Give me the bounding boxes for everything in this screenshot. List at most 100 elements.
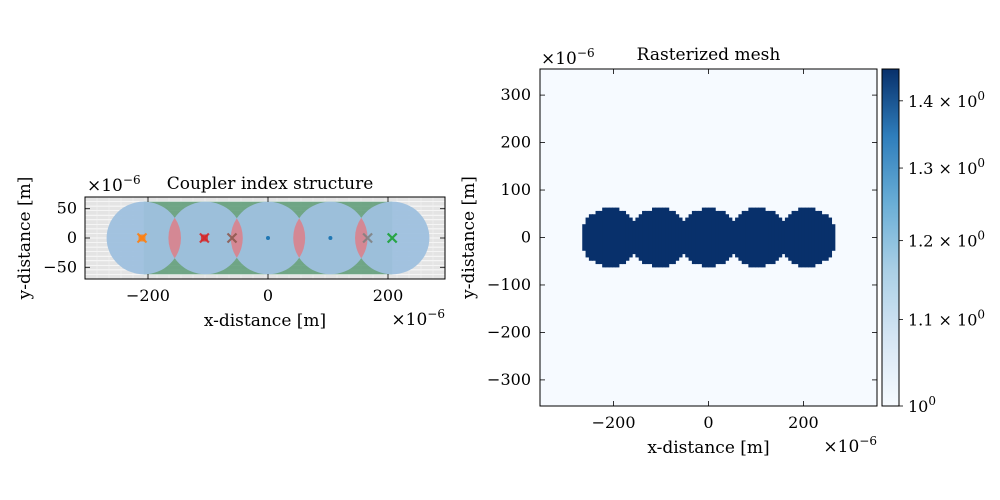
left-y-tick-label: 50 [57,199,77,218]
mesh-structure-column [665,207,670,268]
overlap-region [230,218,243,258]
mesh-structure-column [698,210,703,265]
mesh-structure-column [605,207,610,268]
right-y-tick-label: 200 [500,133,531,152]
right-y-tick-label: −100 [487,275,531,294]
right-y-multiplier-base: ×10 [541,49,577,69]
mesh-structure-column [715,210,720,265]
mesh-structure-column [738,214,743,261]
colorbar-tick-label-exponent: 0 [977,308,985,322]
mesh-structure-column [685,217,690,258]
left-y-tick-label: 0 [67,228,77,247]
mesh-structure-column [585,217,590,258]
left-y-multiplier-exponent: −6 [123,173,141,187]
mesh-structure-column [781,220,786,255]
colorbar-tick-label-exponent: 0 [977,229,985,243]
mesh-structure-column [632,220,637,255]
right-y-axis-label: y-distance [m] [459,176,479,300]
colorbar-tick-label-base: 1.4 × 10 [908,92,977,111]
mesh-structure-column [602,207,607,268]
mesh-structure-column [774,214,779,261]
mesh-structure-column [688,214,693,261]
colorbar-tick-label-exponent: 0 [977,89,985,103]
mesh-structure-column [681,220,686,255]
mesh-structure-column [625,214,630,261]
right-x-multiplier: ×10−6 [823,434,877,457]
right-x-multiplier-base: ×10 [823,437,859,457]
left-x-axis-label: x-distance [m] [204,311,326,331]
left-x-multiplier: ×10−6 [391,307,445,330]
overlap-region [293,218,306,258]
mesh-structure-column [635,217,640,258]
mesh-structure-column [638,214,643,261]
colorbar-tick-label-base: 1.3 × 10 [908,159,977,178]
mesh-structure-column [622,210,627,265]
mesh-structure-column [784,217,789,258]
center-marker-square [200,234,208,242]
mesh-structure-column [768,210,773,265]
mesh-structure-column [755,207,759,268]
mesh-structure-column [751,207,756,268]
mesh-structure-column [582,224,587,251]
center-marker-x [362,232,373,244]
mesh-structure-column [791,210,796,265]
mesh-structure-column [811,207,816,268]
mesh-structure-column [735,217,740,258]
right-y-tick-label: 0 [521,228,531,247]
mesh-structure-column [668,210,673,265]
left-x-tick-label: 0 [263,286,273,305]
mesh-structure-column [725,214,730,261]
mesh-structure-column [831,224,836,251]
left-plot-area [85,197,445,279]
mesh-structure-column [592,214,597,261]
mesh-structure-column [814,210,819,265]
mesh-structure-column [758,207,763,268]
mesh-structure-column [618,210,623,265]
right-y-tick-label: −200 [487,322,531,341]
colorbar-tick-label: 100 [908,394,936,416]
mesh-structure-column [748,207,753,268]
mesh-structure-column [661,207,666,268]
mesh-structure-column [675,214,680,261]
mesh-structure-column [788,214,793,261]
colorbar-tick-label-base: 1.2 × 10 [908,232,977,251]
mesh-structure-column [821,214,826,261]
center-marker-square [138,234,146,242]
mesh-structure-column [595,210,600,265]
colorbar-bar [881,68,900,407]
right-y-multiplier: ×10−6 [541,46,595,69]
colorbar-tick-label-base: 1.1 × 10 [908,311,977,330]
left-y-multiplier: ×10−6 [87,173,141,196]
left-y-axis-label: y-distance [m] [15,177,35,301]
mesh-structure-column [824,214,829,261]
mesh-structure-column [608,207,613,268]
mesh-structure-column [808,207,813,268]
mesh-structure-column [801,207,806,268]
center-marker-dot [266,236,270,240]
mesh-structure-column [745,210,749,265]
mesh-structure-column [598,210,603,265]
right-y-tick-label: −300 [487,370,531,389]
mesh-structure-column [794,210,799,265]
left-y-tick-label: −50 [43,257,77,276]
mesh-structure-column [798,207,803,268]
colorbar-tick-label: 1.3 × 100 [908,156,985,178]
mesh-structure-column [642,210,646,265]
right-x-tick-label: 0 [703,413,713,432]
colorbar-tick-label: 1.2 × 100 [908,229,985,251]
center-marker-x [226,232,238,244]
left-chart-title: Coupler index structure [167,174,374,194]
mesh-structure-column [778,217,783,258]
mesh-structure-column [708,207,713,268]
colorbar-tick-label-exponent: 0 [928,394,936,408]
mesh-structure-column [678,217,683,258]
mesh-structure-column [771,210,776,265]
mesh-structure-column [721,210,726,265]
mesh-structure-column [655,207,660,268]
mesh-structure-column [645,210,650,265]
mesh-structure-column [648,210,653,265]
mesh-structure-column [671,210,676,265]
mesh-structure-column [588,214,593,261]
right-chart-title: Rasterized mesh [637,45,781,65]
